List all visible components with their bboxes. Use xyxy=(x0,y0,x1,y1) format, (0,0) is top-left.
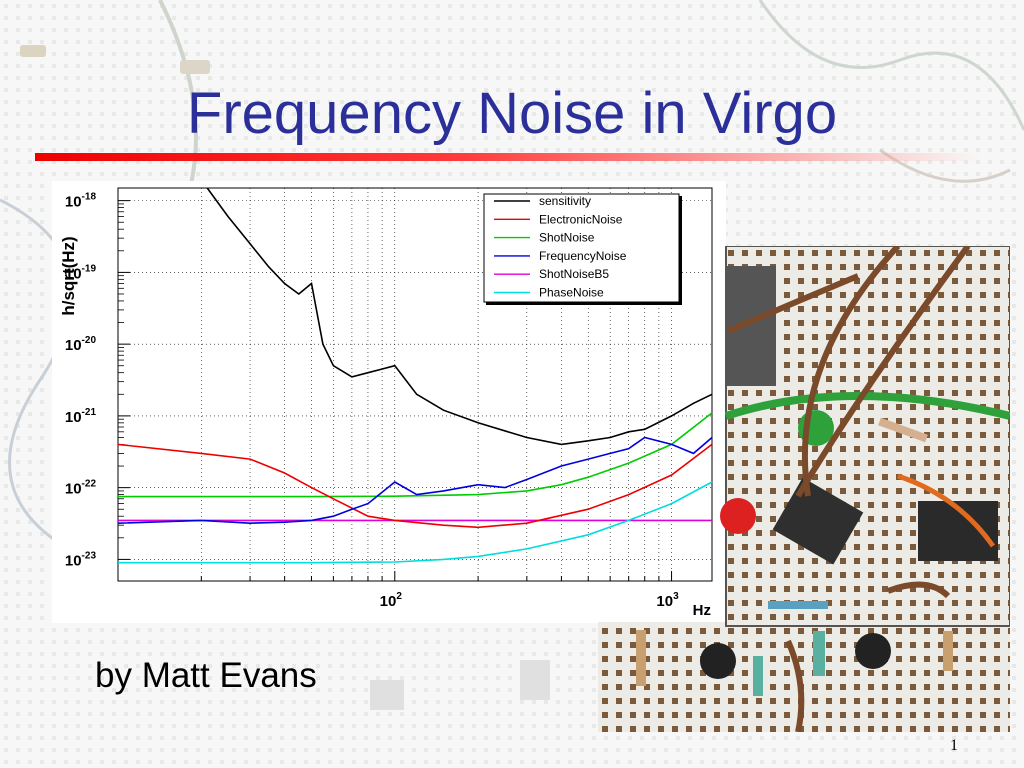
x-axis-label: Hz xyxy=(693,602,711,619)
y-axis-label: h/sqrt(Hz) xyxy=(59,236,78,315)
legend-label: ShotNoiseB5 xyxy=(539,267,609,281)
page-number: 1 xyxy=(950,737,958,754)
y-tick-label: 10-20 xyxy=(65,335,97,354)
legend: sensitivity ElectronicNoise ShotNoise Frequ… xyxy=(483,193,682,305)
legend-label: ElectronicNoise xyxy=(539,212,623,226)
series-line-shotnoise xyxy=(118,412,713,498)
legend-label: ShotNoise xyxy=(539,231,595,245)
legend-label: FrequencyNoise xyxy=(539,249,627,263)
y-tick-label: 10-22 xyxy=(65,479,97,498)
x-tick-label: 102 xyxy=(380,591,403,610)
author-text: by Matt Evans xyxy=(95,656,317,695)
legend-label: PhaseNoise xyxy=(539,286,604,300)
series-line-electronicnoise xyxy=(117,443,713,529)
legend-label: sensitivity xyxy=(539,194,591,208)
y-tick-label: 10-23 xyxy=(65,550,97,569)
series-line-frequencynoise xyxy=(117,436,713,525)
y-tick-label: 10-21 xyxy=(65,407,97,426)
title-underline-bar xyxy=(35,153,985,161)
series-line-sensitivity xyxy=(206,187,713,446)
circuit-board-photo xyxy=(598,246,1010,732)
y-tick-label: 10-18 xyxy=(65,192,97,211)
plot-frame xyxy=(117,187,713,582)
slide-title: Frequency Noise in Virgo xyxy=(186,81,838,146)
series-line-phasenoise xyxy=(118,481,713,564)
series-lines xyxy=(117,187,713,564)
